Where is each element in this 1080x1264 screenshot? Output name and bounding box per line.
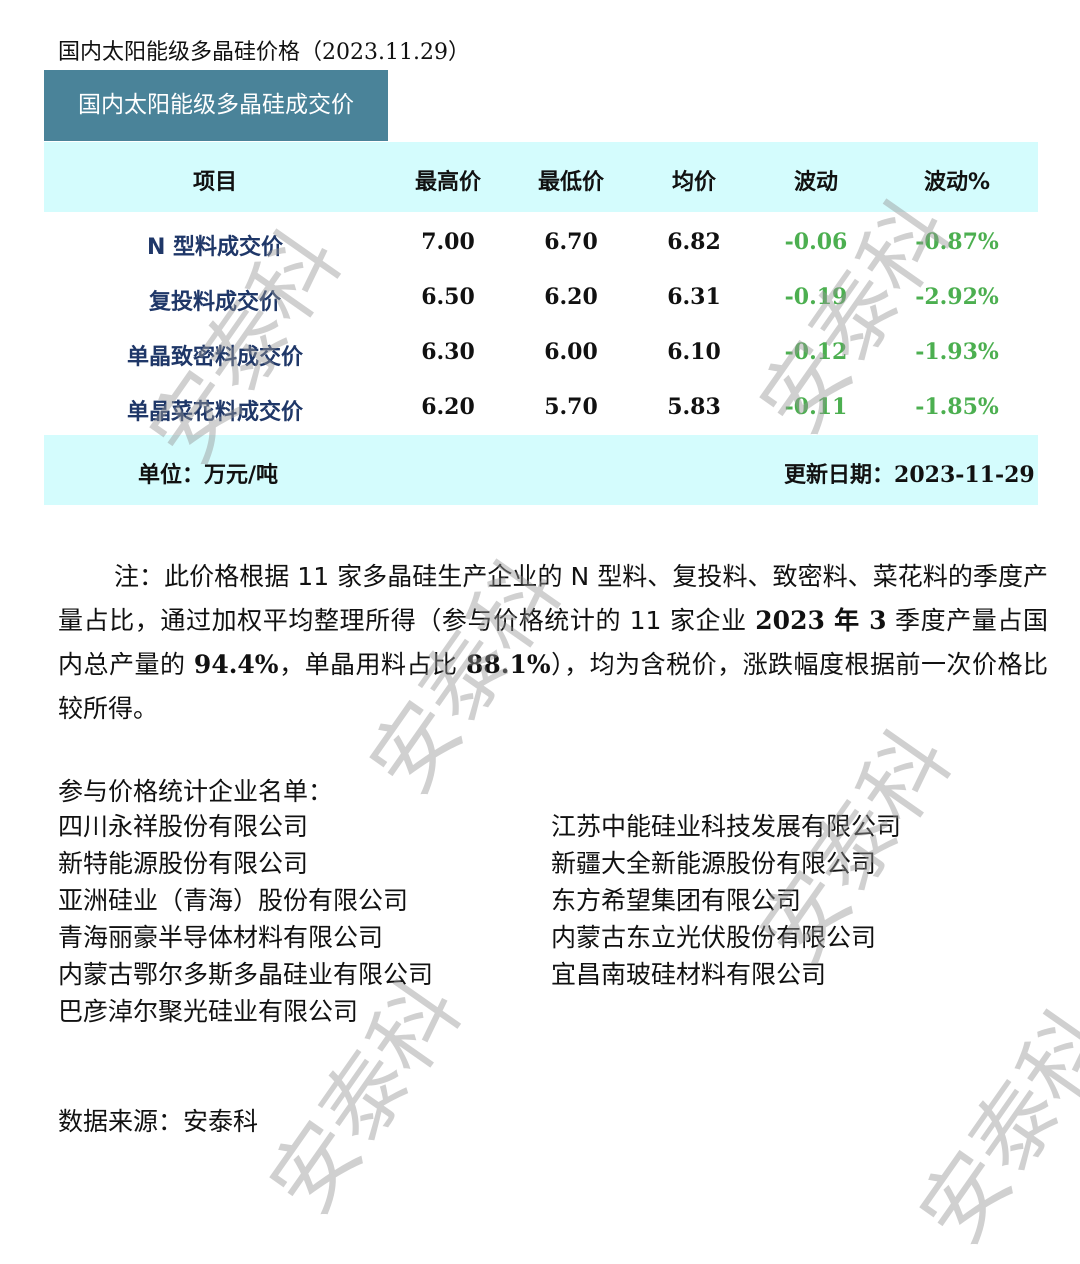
- note-paragraph: 注：此价格根据 11 家多晶硅生产企业的 N 型料、复投料、致密料、菜花料的季度…: [58, 555, 1048, 731]
- min-price: 6.20: [544, 284, 598, 310]
- change-pct: -0.87%: [915, 229, 999, 255]
- max-price: 6.50: [421, 284, 475, 310]
- item-name: 单晶致密料成交价: [126, 345, 304, 370]
- max-price: 6.30: [421, 339, 475, 365]
- min-price: 5.70: [544, 394, 598, 420]
- min-price: 6.00: [544, 339, 598, 365]
- company-list-left: 四川永祥股份有限公司 新特能源股份有限公司亚洲硅业（青海）股份有限公司 青海丽豪半导…: [58, 808, 433, 1030]
- table-title-tab: 国内太阳能级多晶硅成交价: [44, 70, 388, 141]
- header-item: 项目: [192, 170, 238, 195]
- item-name: 复投料成交价: [148, 290, 282, 315]
- note-bold: 88.1%: [465, 650, 551, 679]
- page-title: 国内太阳能级多晶硅价格（2023.11.29）: [58, 40, 470, 65]
- note-bold: 3: [869, 606, 887, 635]
- table-row: 单晶致密料成交价 6.30 6.00 6.10 -0.12 -1.93%: [44, 325, 1038, 380]
- company-name: 宜昌南玻硅材料有限公司: [551, 960, 827, 989]
- change: -0.19: [784, 284, 848, 310]
- table-row: 复投料成交价 6.50 6.20 6.31 -0.19 -2.92%: [44, 270, 1038, 325]
- note-text: ），均为含税价，涨跌幅度根据前一次价格比较所得。: [58, 650, 1048, 723]
- avg-price: 6.31: [667, 284, 721, 310]
- note-bold: 94.4%: [193, 650, 279, 679]
- data-source: 数据来源：安泰科: [58, 1107, 259, 1136]
- update-label: 更新日期：: [784, 463, 895, 488]
- table-header: 项目 最高价 最低价 均价 波动 波动%: [44, 142, 1038, 212]
- avg-price: 5.83: [667, 394, 721, 420]
- header-avg: 均价: [671, 170, 717, 195]
- header-change: 波动: [793, 170, 839, 195]
- update-value: 2023-11-29: [894, 462, 1035, 488]
- header-max: 最高价: [414, 170, 482, 195]
- company-name: 东方希望集团有限公司: [551, 886, 802, 915]
- company-name: 亚洲硅业（青海）股份有限公司: [58, 886, 409, 915]
- max-price: 7.00: [421, 229, 475, 255]
- min-price: 6.70: [544, 229, 598, 255]
- company-name: 四川永祥股份有限公司: [58, 812, 309, 841]
- change: -0.06: [784, 229, 848, 255]
- header-change-pct: 波动%: [923, 170, 991, 195]
- update-date: 更新日期：2023-11-29: [784, 457, 1035, 489]
- change: -0.12: [784, 339, 848, 365]
- avg-price: 6.82: [667, 229, 721, 255]
- company-name: 江苏中能硅业科技发展有限公司: [551, 812, 902, 841]
- note-text: 季度产量占国内总产量的: [58, 606, 1048, 679]
- item-name: 单晶菜花料成交价: [126, 400, 304, 425]
- change: -0.11: [784, 394, 848, 420]
- company-name: 巴彦淖尔聚光硅业有限公司: [58, 997, 359, 1026]
- note-bold: 年: [824, 606, 870, 635]
- change-pct: -1.93%: [915, 339, 999, 365]
- note-text: ，单晶用料占比: [278, 650, 466, 679]
- company-name: 新疆大全新能源股份有限公司: [551, 849, 877, 878]
- change-pct: -1.85%: [915, 394, 999, 420]
- table-footer: 单位：万元/吨 更新日期：2023-11-29: [44, 435, 1038, 505]
- company-name: 内蒙古东立光伏股份有限公司: [551, 923, 877, 952]
- company-name: 青海丽豪半导体材料有限公司: [58, 923, 384, 952]
- table-row: 单晶菜花料成交价 6.20 5.70 5.83 -0.11 -1.85%: [44, 380, 1038, 435]
- unit-label: 单位：万元/吨: [138, 463, 279, 488]
- company-list-right: 江苏中能硅业科技发展有限公司 新疆大全新能源股份有限公司 东方希望集团有限公司内蒙古…: [551, 808, 901, 993]
- company-list-title: 参与价格统计企业名单：: [58, 777, 334, 806]
- change-pct: -2.92%: [915, 284, 999, 310]
- watermark: 安泰科: [901, 993, 1080, 1262]
- header-min: 最低价: [537, 170, 605, 195]
- note-text: 注：此价格根据 11 家多晶硅生产企业的 N 型料、复投料、致密料、菜花料的季度…: [58, 562, 1048, 635]
- company-name: 内蒙古鄂尔多斯多晶硅业有限公司: [58, 960, 434, 989]
- max-price: 6.20: [421, 394, 475, 420]
- note-bold: 2023: [755, 606, 825, 635]
- item-name: N 型料成交价: [146, 235, 284, 260]
- avg-price: 6.10: [667, 339, 721, 365]
- company-name: 新特能源股份有限公司: [58, 849, 309, 878]
- table-row: N 型料成交价 7.00 6.70 6.82 -0.06 -0.87%: [44, 215, 1038, 270]
